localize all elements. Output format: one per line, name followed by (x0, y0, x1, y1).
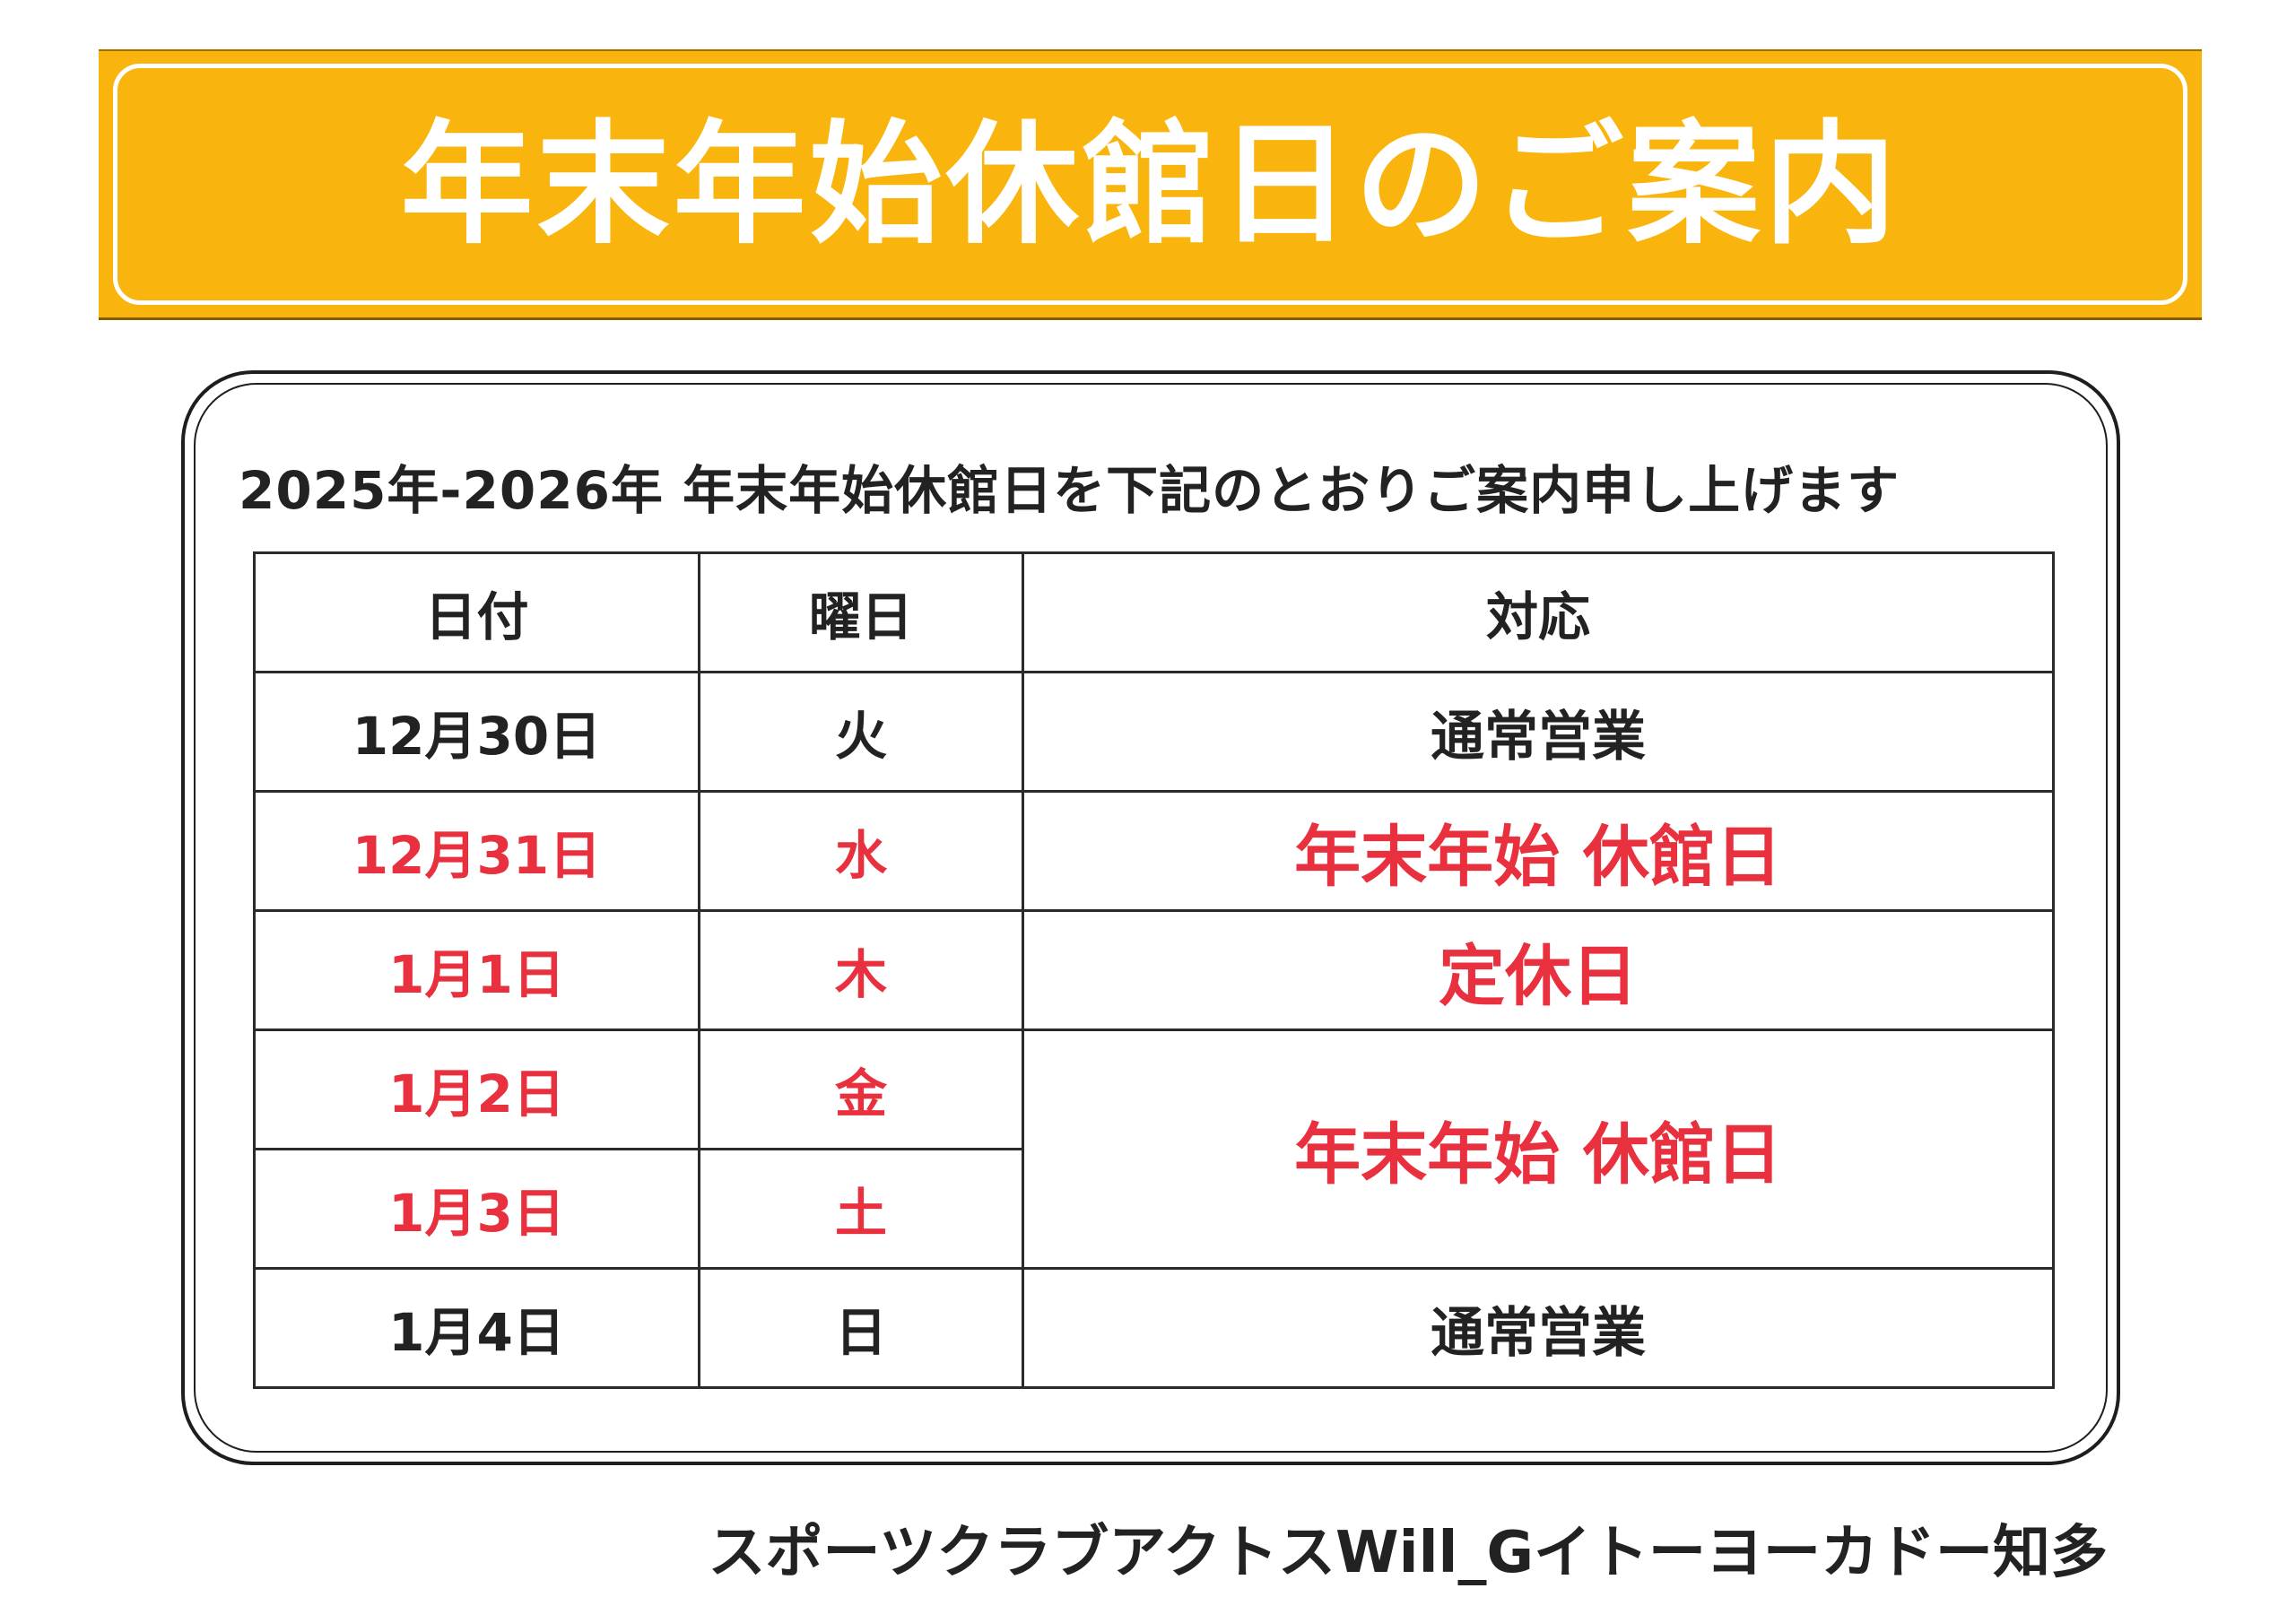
date-cell: 1月2日 (253, 1028, 700, 1150)
table-row: 1月4日 日 通常営業 (253, 1267, 2055, 1389)
date-cell: 1月1日 (253, 909, 700, 1031)
title-banner: 年末年始休館日のご案内 (99, 49, 2202, 320)
header-weekday: 曜日 (698, 551, 1024, 673)
weekday-cell: 木 (698, 909, 1024, 1031)
weekday-cell: 金 (698, 1028, 1024, 1150)
handling-cell: 通常営業 (1022, 671, 2055, 793)
handling-cell: 年末年始 休館日 (1022, 790, 2055, 912)
weekday-cell: 日 (698, 1267, 1024, 1389)
handling-cell: 定休日 (1022, 909, 2055, 1031)
table-header-row: 日付 曜日 対応 (253, 551, 2055, 673)
holiday-schedule-table: 日付 曜日 対応 12月30日 火 通常営業 12月31日 水 年末年始 休館日… (253, 551, 2055, 1389)
date-cell: 1月4日 (253, 1267, 700, 1389)
page-title: 年末年始休館日のご案内 (400, 107, 1900, 262)
date-cell: 12月31日 (253, 790, 700, 912)
notice-text: 2025年-2026年 年末年始休館日を下記のとおりご案内申し上げます (239, 460, 1900, 521)
table-row: 12月30日 火 通常営業 (253, 671, 2055, 793)
header-date: 日付 (253, 551, 700, 673)
content-frame (181, 370, 2120, 1465)
weekday-cell: 火 (698, 671, 1024, 793)
title-banner-border: 年末年始休館日のご案内 (113, 64, 2187, 305)
content-frame-inner-border (194, 383, 2108, 1453)
date-cell: 1月3日 (253, 1148, 700, 1270)
date-cell: 12月30日 (253, 671, 700, 793)
handling-cell: 通常営業 (1022, 1267, 2055, 1389)
handling-cell-merged: 年末年始 休館日 (1022, 1028, 2055, 1270)
table-row: 12月31日 水 年末年始 休館日 (253, 790, 2055, 912)
weekday-cell: 水 (698, 790, 1024, 912)
table-row: 1月3日 土 (253, 1148, 2054, 1270)
table-row: 1月1日 木 定休日 (253, 909, 2055, 1031)
header-handling: 対応 (1022, 551, 2055, 673)
weekday-cell: 土 (698, 1148, 1024, 1270)
club-name-footer: スポーツクラブアクトスWill_Gイトーヨーカドー知多 (708, 1520, 2108, 1586)
table-row: 1月2日 金 年末年始 休館日 (253, 1028, 2055, 1270)
